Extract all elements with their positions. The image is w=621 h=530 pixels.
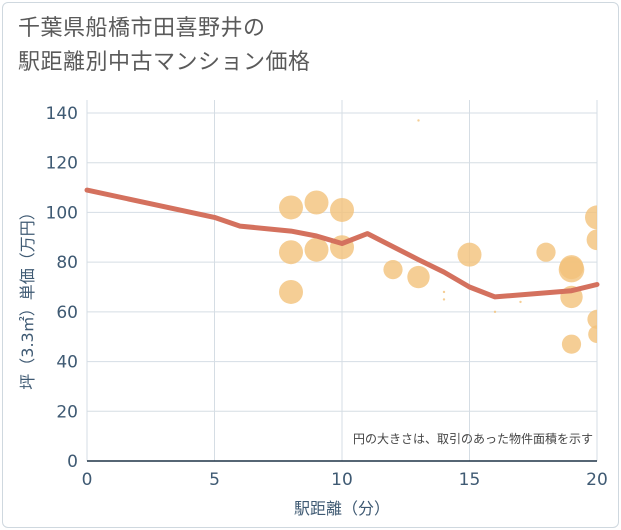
data-bubble bbox=[457, 242, 482, 267]
data-bubble bbox=[519, 300, 522, 304]
size-note: 円の大きさは、取引のあった物件面積を示す bbox=[353, 431, 593, 446]
x-tick-label: 5 bbox=[209, 470, 220, 490]
data-bubble bbox=[493, 310, 497, 314]
x-tick-label: 0 bbox=[82, 470, 93, 490]
trend-line bbox=[84, 187, 600, 300]
data-bubble bbox=[279, 240, 303, 265]
data-bubble bbox=[279, 195, 303, 220]
data-bubble bbox=[417, 119, 420, 122]
y-tick-label: 80 bbox=[56, 253, 78, 273]
y-tick-label: 20 bbox=[56, 402, 78, 422]
grid-lines bbox=[86, 100, 598, 461]
data-bubble bbox=[407, 265, 430, 289]
data-bubble bbox=[383, 260, 403, 280]
data-bubble bbox=[304, 237, 329, 262]
y-tick-labels: 0 20 40 60 80 100 120 140 bbox=[46, 104, 78, 472]
data-bubble bbox=[304, 190, 329, 215]
data-bubble bbox=[587, 309, 597, 329]
data-bubble bbox=[561, 334, 582, 354]
y-tick-label: 140 bbox=[46, 104, 78, 124]
y-tick-label: 100 bbox=[46, 203, 78, 223]
x-tick-label: 15 bbox=[459, 470, 481, 490]
x-tick-label: 20 bbox=[586, 470, 608, 490]
y-axis-label: 坪（3.3㎡）単価（万円） bbox=[18, 204, 37, 389]
bubble-series bbox=[279, 119, 597, 354]
data-bubble bbox=[588, 325, 597, 344]
data-bubble bbox=[558, 256, 585, 283]
data-bubble bbox=[442, 298, 446, 301]
title-line-2: 駅距離別中古マンション価格 bbox=[18, 50, 311, 75]
data-bubble bbox=[536, 242, 556, 262]
data-bubble bbox=[585, 205, 597, 230]
data-bubble bbox=[330, 197, 354, 222]
chart-title: 千葉県船橋市田喜野井の 駅距離別中古マンション価格 bbox=[18, 12, 311, 80]
y-tick-label: 60 bbox=[56, 303, 78, 323]
y-tick-label: 40 bbox=[56, 353, 78, 373]
y-tick-label: 120 bbox=[46, 154, 78, 174]
title-line-1: 千葉県船橋市田喜野井の bbox=[18, 16, 266, 41]
data-bubble bbox=[586, 229, 597, 251]
y-tick-label: 0 bbox=[67, 452, 78, 472]
x-tick-labels: 0 5 10 15 20 bbox=[82, 470, 608, 490]
x-axis-label: 駅距離（分） bbox=[294, 499, 390, 518]
data-bubble bbox=[279, 279, 303, 304]
data-bubble bbox=[442, 290, 446, 294]
x-tick-label: 10 bbox=[331, 470, 353, 490]
